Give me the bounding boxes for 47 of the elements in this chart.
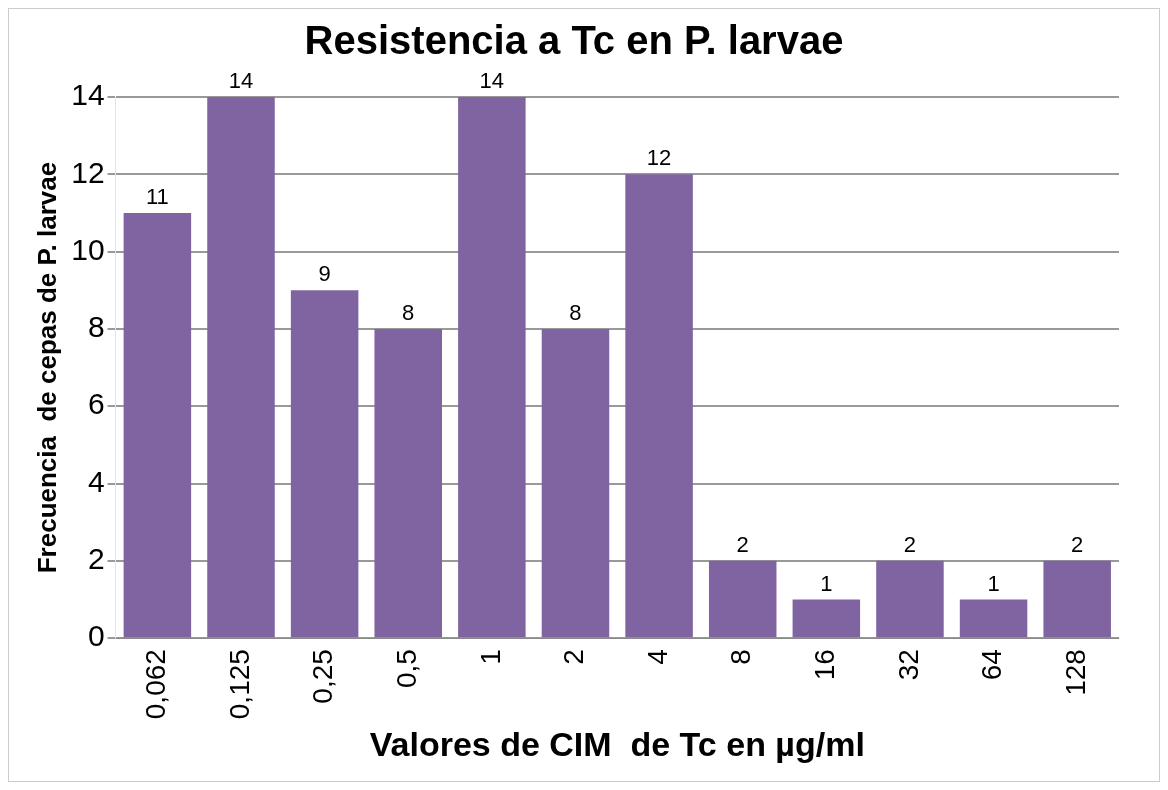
x-tick-label: 1 [474, 649, 506, 665]
x-tick-label: 0,5 [390, 649, 422, 689]
y-tick-label: 0 [87, 619, 105, 653]
y-tick-label: 8 [87, 310, 105, 344]
y-tick-label: 10 [71, 232, 105, 266]
x-tick-label: 16 [809, 649, 841, 681]
x-tick-label: 8 [725, 649, 757, 665]
chart-title: Resistencia a Tc en P. larvae [304, 18, 844, 63]
bar [792, 599, 861, 638]
data-label: 1 [987, 570, 1000, 596]
y-tick-label: 12 [71, 155, 105, 189]
bar [374, 328, 442, 638]
data-label: 2 [736, 531, 749, 557]
bar [959, 599, 1028, 638]
y-tick-label: 6 [87, 387, 105, 421]
bar [123, 212, 192, 638]
data-label: 9 [318, 261, 331, 287]
x-tick-label: 128 [1059, 649, 1091, 696]
data-label: 11 [145, 184, 169, 210]
data-label: 8 [569, 299, 582, 325]
data-label: 14 [228, 68, 254, 94]
data-label: 12 [646, 145, 672, 171]
y-axis-title: Frecuencia de cepas de P. larvae [31, 161, 62, 574]
y-tick-label: 2 [87, 542, 105, 576]
bar [708, 560, 777, 638]
x-axis-title: Valores de CIM de Tc en µg/ml [369, 724, 865, 763]
y-tick-label: 14 [71, 78, 105, 112]
bar [290, 290, 359, 638]
x-tick-label: 0,25 [307, 649, 339, 704]
x-tick-label: 0,062 [140, 649, 172, 720]
data-label: 2 [903, 531, 917, 557]
bar [541, 328, 610, 638]
data-label: 14 [479, 68, 505, 94]
bar [625, 174, 693, 638]
x-tick-label: 0,125 [223, 649, 255, 720]
x-tick-label: 4 [641, 649, 673, 665]
x-tick-label: 32 [892, 649, 924, 681]
data-label: 8 [402, 299, 415, 325]
data-label: 2 [1071, 531, 1084, 557]
bar [458, 97, 526, 638]
x-tick-label: 64 [976, 649, 1008, 681]
bar [1043, 560, 1111, 638]
bar [876, 560, 944, 638]
data-label: 1 [820, 570, 833, 596]
x-tick-label: 2 [558, 649, 590, 665]
y-tick-label: 4 [87, 464, 105, 498]
bar [207, 97, 275, 638]
